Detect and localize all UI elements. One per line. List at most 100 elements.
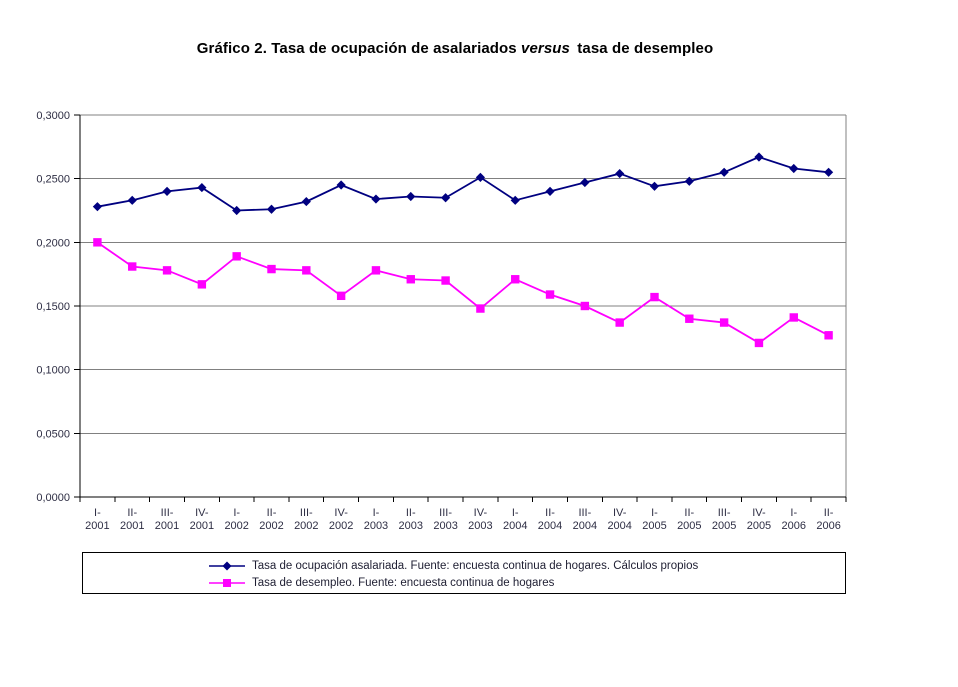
svg-text:2006: 2006 [816,520,840,532]
data-point [197,280,207,289]
data-point [719,318,729,327]
svg-text:III-: III- [161,507,174,519]
legend-label-desempleo: Tasa de desempleo. Fuente: encuesta cont… [252,576,555,589]
chart-title: Gráfico 2. Tasa de ocupación de asalaria… [0,40,910,57]
data-point [336,180,346,190]
legend-label-ocupacion: Tasa de ocupación asalariada. Fuente: en… [252,559,699,572]
svg-text:2002: 2002 [224,520,248,532]
data-point [92,202,103,212]
data-point [266,204,277,214]
svg-text:II-: II- [824,507,834,519]
data-point [789,313,798,322]
svg-text:0,0500: 0,0500 [36,428,70,440]
data-point [510,195,520,205]
svg-text:II-: II- [267,507,277,519]
data-point [684,176,694,186]
data-point [302,266,311,275]
svg-text:I-: I- [233,507,240,519]
series-line-0 [97,156,829,212]
svg-text:2002: 2002 [329,520,353,532]
data-point [719,167,729,177]
data-point [406,275,415,284]
data-point [545,290,555,299]
svg-text:0,2000: 0,2000 [36,237,70,249]
data-point [197,182,207,193]
legend-marker-desempleo-square-icon [209,578,245,587]
svg-text:2001: 2001 [120,520,144,532]
data-point [650,292,659,302]
data-point [615,168,625,179]
svg-text:II-: II- [127,507,137,519]
svg-text:2004: 2004 [503,520,527,532]
svg-text:2005: 2005 [642,520,666,532]
legend-item-desempleo: Tasa de desempleo. Fuente: encuesta cont… [209,574,845,591]
data-point [580,301,590,311]
data-point [301,196,311,207]
chart-title-italic: versus [521,40,571,57]
legend-item-ocupacion: Tasa de ocupación asalariada. Fuente: en… [209,557,845,574]
chart-title-after: tasa de desempleo [573,40,714,57]
svg-text:2005: 2005 [712,520,736,532]
svg-text:II-: II- [545,507,555,519]
legend-marker-ocupacion-diamond-icon [209,561,245,570]
svg-text:2003: 2003 [433,520,457,532]
data-point [267,264,276,274]
svg-text:IV-: IV- [474,507,488,519]
svg-text:2005: 2005 [747,520,771,532]
data-point [580,177,590,188]
svg-text:2003: 2003 [399,520,423,532]
svg-text:2003: 2003 [364,520,388,532]
data-point [336,291,346,301]
data-point [162,186,172,196]
svg-text:II-: II- [684,507,694,519]
data-point [371,194,381,204]
svg-text:2005: 2005 [677,520,701,532]
data-point [232,252,241,261]
svg-text:2004: 2004 [538,520,562,532]
data-point [511,275,520,284]
data-point [545,186,555,196]
svg-text:III-: III- [300,507,313,519]
data-point [440,193,451,203]
data-point [789,163,799,174]
svg-text:I-: I- [512,507,519,519]
svg-text:III-: III- [718,507,731,519]
svg-text:2001: 2001 [85,520,109,532]
svg-text:0,1500: 0,1500 [36,301,70,313]
svg-text:I-: I- [94,507,101,519]
x-axis-labels: I-2001II-2001III-2001IV-2001I-2002II-200… [79,497,847,532]
svg-text:IV-: IV- [613,507,627,519]
series-1 [93,238,833,348]
data-point [823,167,834,177]
svg-text:III-: III- [578,507,591,519]
data-point [232,205,242,216]
gridlines [80,114,846,434]
y-axis-labels: 0,0000 0,0500 0,1000 0,1500 0,2000 0,2500 0,30… [36,110,80,504]
legend: Tasa de ocupación asalariada. Fuente: en… [82,552,846,594]
svg-text:2002: 2002 [294,520,318,532]
svg-text:2001: 2001 [155,520,179,532]
svg-text:0,0000: 0,0000 [36,492,70,504]
data-point [128,262,137,271]
svg-text:IV-: IV- [195,507,209,519]
svg-text:III-: III- [439,507,452,519]
data-point [649,181,660,191]
svg-text:I-: I- [790,507,797,519]
svg-text:2002: 2002 [259,520,283,532]
svg-text:II-: II- [406,507,416,519]
svg-text:IV-: IV- [334,507,348,519]
svg-text:2001: 2001 [190,520,214,532]
svg-text:2003: 2003 [468,520,492,532]
svg-text:I-: I- [651,507,658,519]
data-point [441,276,450,285]
series-line-1 [96,241,830,345]
data-point [754,152,764,162]
svg-text:0,2500: 0,2500 [36,174,70,186]
data-point [685,314,694,323]
data-point [476,304,485,313]
svg-text:I-: I- [373,507,380,519]
svg-text:2004: 2004 [573,520,597,532]
data-point [615,318,624,327]
